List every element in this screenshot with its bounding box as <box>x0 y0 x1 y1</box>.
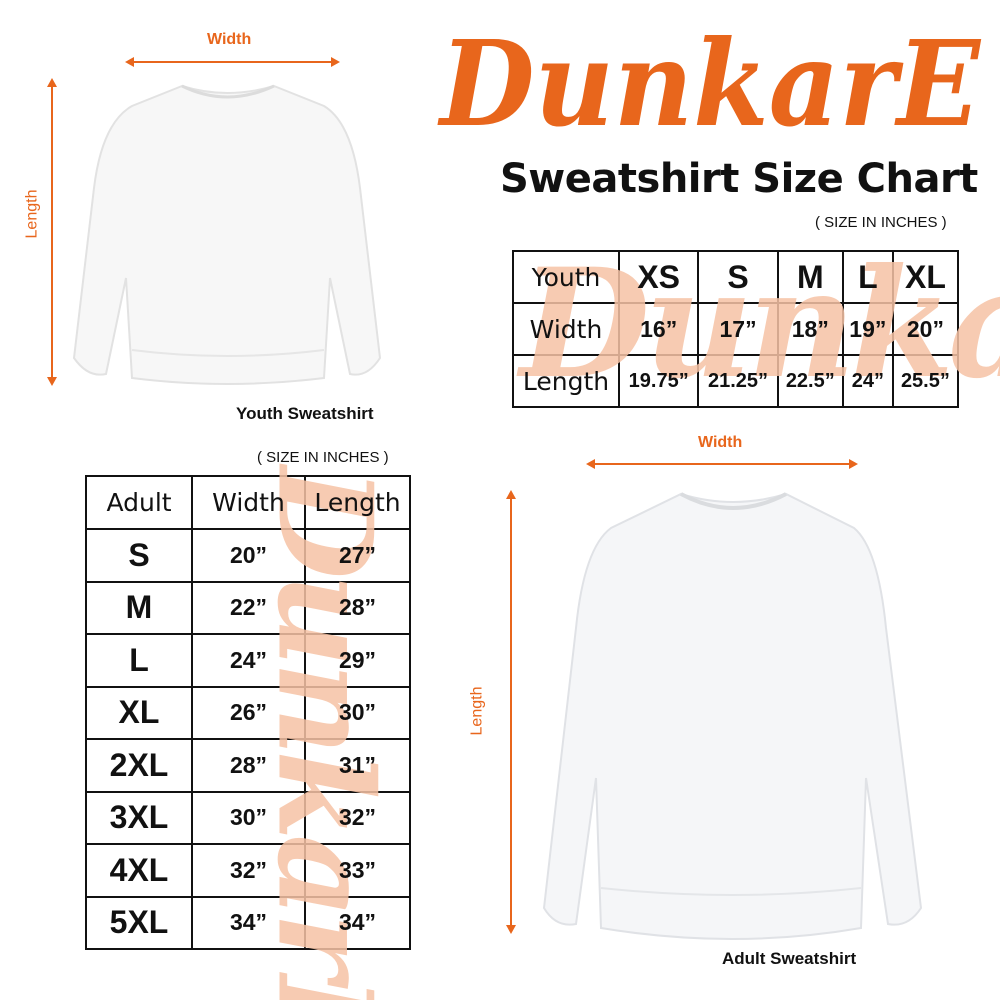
table-row: M 22” 28” <box>85 580 411 635</box>
table-row: Adult Width Length <box>85 475 411 530</box>
table-cell: 18” <box>776 302 844 356</box>
table-cell: 20” <box>191 528 306 583</box>
row-label: 3XL <box>85 790 193 845</box>
table-cell: 32” <box>191 843 306 898</box>
table-cell: 30” <box>304 685 411 740</box>
row-label: L <box>85 633 193 688</box>
table-cell: 34” <box>191 895 306 950</box>
adult-caption: Adult Sweatshirt <box>722 949 857 968</box>
row-label: 4XL <box>85 843 193 898</box>
table-cell: 16” <box>617 302 700 356</box>
table-row: 2XL 28” 31” <box>85 738 411 793</box>
header-cell: Width <box>191 475 306 530</box>
row-label: 2XL <box>85 738 193 793</box>
table-cell: 32” <box>304 790 411 845</box>
row-label: Length <box>512 354 620 408</box>
header-cell: Adult <box>85 475 193 530</box>
header-cell: L <box>841 250 894 304</box>
table-cell: 22.5” <box>776 354 844 408</box>
youth-sweatshirt-image <box>72 84 382 385</box>
page-title: Sweatshirt Size Chart <box>500 156 978 202</box>
youth-width-arrow-icon <box>125 57 340 67</box>
table-cell: 26” <box>191 685 306 740</box>
table-row: XL 26” 30” <box>85 685 411 740</box>
brand-logo: DunkarE <box>430 5 990 155</box>
table-cell: 33” <box>304 843 411 898</box>
table-cell: 19” <box>841 302 894 356</box>
svg-text:DunkarE: DunkarE <box>437 14 982 153</box>
adult-sweatshirt-image <box>542 492 923 940</box>
youth-caption: Youth Sweatshirt <box>236 404 374 423</box>
adult-units-note: ( SIZE IN INCHES ) <box>257 449 389 466</box>
table-cell: 27” <box>304 528 411 583</box>
header-cell: XS <box>617 250 700 304</box>
table-row: Width 16” 17” 18” 19” 20” <box>512 302 960 356</box>
youth-width-label: Width <box>207 31 252 48</box>
youth-length-arrow-icon <box>47 78 57 386</box>
header-cell: S <box>697 250 779 304</box>
table-row: 5XL 34” 34” <box>85 895 411 950</box>
table-cell: 17” <box>697 302 779 356</box>
youth-size-table: Youth XS S M L XL Width 16” 17” 18” 19” … <box>512 250 960 408</box>
youth-length-label: Length <box>23 189 41 239</box>
table-row: Length 19.75” 21.25” 22.5” 24” 25.5” <box>512 354 960 408</box>
adult-width-label: Width <box>698 434 743 451</box>
row-label: 5XL <box>85 895 193 950</box>
table-cell: 31” <box>304 738 411 793</box>
table-row: L 24” 29” <box>85 633 411 688</box>
header-cell: M <box>776 250 844 304</box>
table-cell: 25.5” <box>891 354 960 408</box>
table-cell: 30” <box>191 790 306 845</box>
table-row: S 20” 27” <box>85 528 411 583</box>
adult-length-label: Length <box>468 686 486 736</box>
table-row: Youth XS S M L XL <box>512 250 960 304</box>
table-cell: 34” <box>304 895 411 950</box>
table-cell: 24” <box>841 354 894 408</box>
table-row: 4XL 32” 33” <box>85 843 411 898</box>
youth-units-note: ( SIZE IN INCHES ) <box>815 214 947 231</box>
row-label: XL <box>85 685 193 740</box>
row-label: M <box>85 580 193 635</box>
adult-size-table: Adult Width Length S 20” 27” M 22” 28” L 24” 29”… <box>85 475 411 950</box>
table-row: 3XL 30” 32” <box>85 790 411 845</box>
table-cell: 28” <box>191 738 306 793</box>
table-cell: 29” <box>304 633 411 688</box>
table-cell: 19.75” <box>617 354 700 408</box>
row-label: Width <box>512 302 620 356</box>
header-cell: Youth <box>512 250 620 304</box>
adult-length-arrow-icon <box>506 490 516 934</box>
row-label: S <box>85 528 193 583</box>
header-cell: XL <box>891 250 960 304</box>
table-cell: 28” <box>304 580 411 635</box>
adult-width-arrow-icon <box>586 459 858 469</box>
header-cell: Length <box>304 475 411 530</box>
table-cell: 22” <box>191 580 306 635</box>
table-cell: 20” <box>891 302 960 356</box>
table-cell: 21.25” <box>697 354 779 408</box>
table-cell: 24” <box>191 633 306 688</box>
